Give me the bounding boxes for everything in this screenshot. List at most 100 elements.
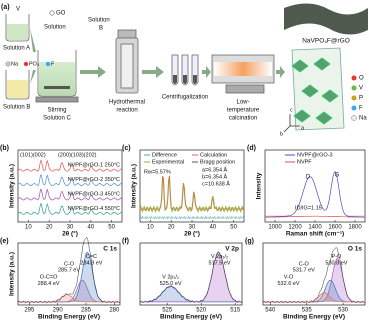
x-axis-label: 2θ (°) (184, 230, 200, 238)
axis-letter: a (301, 125, 305, 131)
panel-label: (b) (0, 145, 9, 152)
label: Stirring (47, 108, 66, 114)
panel-label: (a) (1, 4, 10, 11)
legend-label: F (51, 61, 55, 67)
legend-label: Difference (152, 152, 177, 158)
label: Solution B (3, 105, 30, 111)
label: Low- (236, 100, 249, 106)
peak-label: 530.8 eV (325, 260, 347, 266)
label: V (16, 7, 20, 13)
annotation: Rw=5.57% (144, 169, 171, 175)
x-tick-label: 535 (302, 308, 313, 314)
legend-label: Bragg position (200, 159, 235, 165)
curve (140, 175, 244, 210)
curve (17, 203, 123, 215)
curve (17, 237, 121, 304)
annotation: b=6.354 Å (202, 173, 228, 180)
y-axis-label: Intensity (a.u.) (9, 164, 16, 208)
panel-title: O 1s (348, 246, 362, 253)
peak-label: 532.6 eV (277, 281, 299, 287)
label: Solution (88, 18, 110, 24)
peak-label: C-O (299, 262, 310, 268)
axis-letter: b (280, 131, 283, 137)
x-tick-label: 1200 (288, 225, 302, 231)
panel-label: (f) (122, 238, 129, 245)
x-tick-label: 50 (230, 225, 237, 231)
x-tick-label: 40 (87, 225, 94, 231)
peak-label: O-C=O (40, 275, 58, 281)
curve (262, 247, 366, 304)
peak-label: P-O (332, 254, 343, 260)
curve (17, 188, 123, 201)
annotation: ID/IG=1.15 (295, 205, 322, 211)
curve (17, 160, 123, 172)
x-tick-label: 285 (81, 308, 92, 314)
x-tick-label: 20 (168, 225, 175, 231)
legend-label: F (359, 106, 363, 112)
panel-title: C 1s (103, 246, 117, 253)
plot-frame (262, 242, 366, 306)
x-axis-label: Binding Energy (eV) (160, 314, 222, 321)
x-tick-label: 10 (25, 225, 32, 231)
x-tick-label: 1400 (308, 225, 322, 231)
peak-label: (200)(103)(202) (58, 152, 97, 158)
x-tick-label: 40 (209, 225, 216, 231)
x-tick-label: 1000 (268, 225, 282, 231)
label: Hydrothermal (109, 100, 145, 106)
x-axis-label: Binding Energy (eV) (283, 314, 345, 321)
legend-label: Experimental (152, 159, 184, 165)
peak-label: 285.7 eV (58, 268, 80, 274)
y-axis-label: Intensity (a.u.) (131, 164, 138, 208)
x-tick-label: 30 (67, 225, 74, 231)
x-tick-label: 10 (147, 225, 154, 231)
peak-label: 525.0 eV (160, 281, 182, 287)
x-axis-label: Raman shift (cm⁻¹) (286, 231, 344, 238)
x-tick-label: 20 (46, 225, 53, 231)
series-label: NVPF@rGO-1 250°C (68, 163, 120, 169)
panel-label: (c) (122, 145, 131, 152)
x-tick-label: 540 (265, 308, 276, 314)
panel-label: (e) (0, 238, 9, 245)
label: calcination (229, 116, 257, 122)
label: B (99, 26, 103, 32)
peak-label: 531.7 eV (293, 268, 315, 274)
peak-label: 288.4 eV (38, 281, 60, 287)
peak-label: (101)(002) (20, 152, 46, 158)
y-axis-label: Intensity (a.u.) (9, 252, 16, 296)
label: temperature (227, 108, 260, 114)
peak-label: 517.5 eV (209, 260, 231, 266)
peak-label: V 2p₃/₂ (211, 254, 228, 260)
legend-label: O (359, 76, 364, 82)
curve (139, 251, 243, 303)
label: Solution (44, 25, 66, 31)
peak-label: D (306, 175, 311, 181)
peak-label: C=C (86, 254, 97, 260)
y-axis-label: Intensity (256, 172, 263, 199)
x-tick-label: 280 (109, 308, 120, 314)
legend-label: Na (359, 116, 367, 122)
x-tick-label: 295 (24, 308, 35, 314)
legend-label: NVPF@rGO-3 (297, 152, 333, 158)
label: Centrifugalization (162, 95, 208, 101)
legend-label: NVPF (297, 159, 312, 165)
legend-label: P (359, 96, 363, 102)
label: GO (56, 11, 66, 17)
x-tick-label: 525 (162, 308, 173, 314)
x-axis-label: Binding Energy (eV) (38, 314, 100, 321)
curve (139, 215, 245, 220)
series-label: NVPF@rGO-4 550°C (68, 206, 120, 212)
curve (265, 170, 365, 217)
annotation: a=6.354 Å (202, 166, 228, 173)
curve (265, 215, 365, 218)
atom-dots (5, 10, 357, 121)
label: NaVPO₄F@rGO (302, 38, 350, 45)
panel-a-drawing (5, 3, 368, 133)
x-tick-label: 30 (189, 225, 196, 231)
x-tick-label: 515 (230, 308, 241, 314)
peak-label: V-O (284, 275, 294, 281)
series-label: NVPF@rGO-2 350°C (68, 177, 120, 183)
label: reaction (116, 108, 137, 114)
annotation: c=10.638 Å (202, 180, 230, 187)
x-tick-label: 290 (53, 308, 64, 314)
